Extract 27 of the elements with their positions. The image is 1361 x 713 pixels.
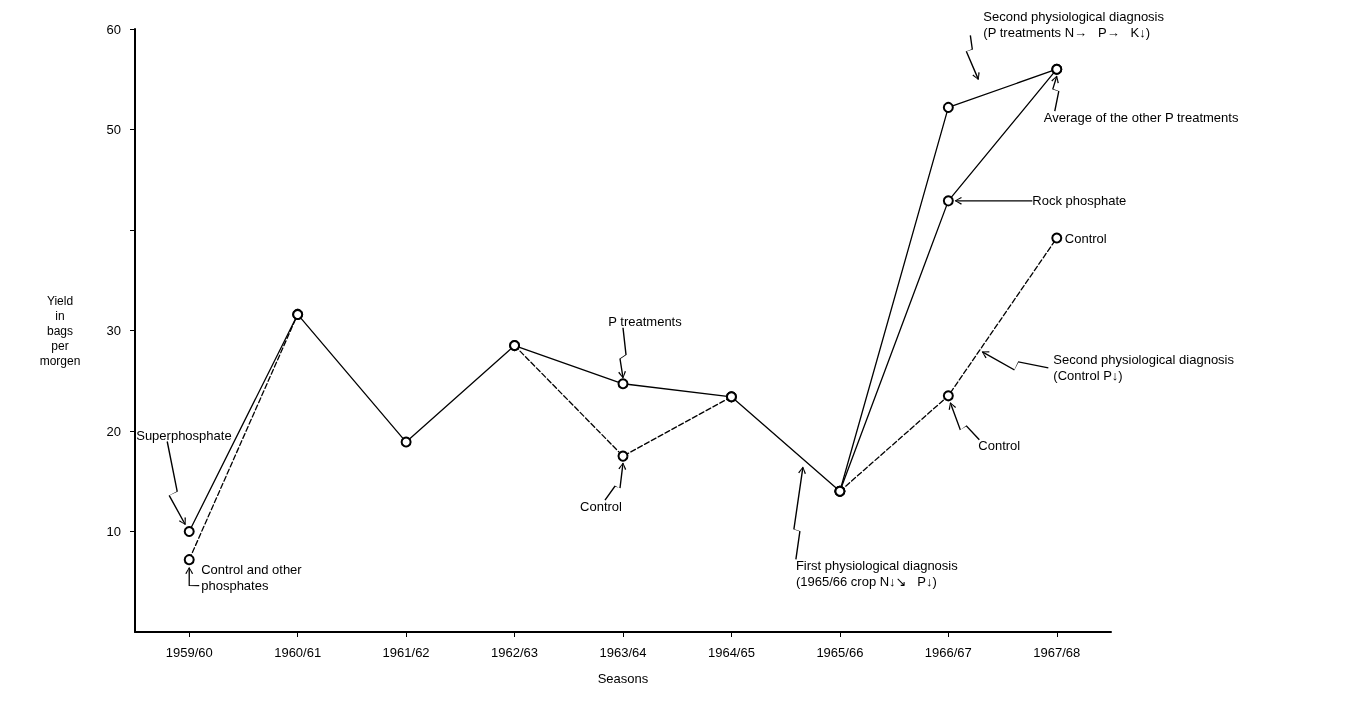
- x-tick-label: 1963/64: [599, 645, 647, 660]
- x-tick-label: 1960/61: [274, 645, 322, 660]
- x-tick-label: 1967/68: [1033, 645, 1081, 660]
- y-tick-label: 30: [106, 323, 121, 338]
- y-tick-label: 10: [106, 524, 121, 539]
- y-tick-label: 20: [106, 423, 121, 439]
- x-tick-label: 1964/65: [707, 645, 755, 660]
- annotation: Rock phosphate: [1032, 193, 1127, 209]
- y-axis-title: Yield in bags per morgen: [39, 293, 81, 368]
- annotation: Control: [1064, 230, 1107, 246]
- annotation: Control: [580, 498, 623, 514]
- x-tick-label: 1966/67: [924, 645, 972, 660]
- annotation: Control and other phosphates: [201, 562, 303, 594]
- annotation: P treatments: [608, 314, 683, 330]
- x-axis-title: Seasons: [597, 671, 649, 686]
- x-tick-label: 1962/63: [491, 645, 539, 660]
- x-tick-label: 1961/62: [382, 645, 430, 660]
- annotation: Superphosphate: [136, 428, 232, 443]
- x-tick-label: 1959/60: [165, 645, 213, 660]
- annotation: First physiological diagnosis (1965/66 crop N↓↘ P↓): [795, 557, 959, 589]
- annotation: Control: [978, 438, 1021, 454]
- annotation: Average of the other P treatments: [1043, 109, 1239, 125]
- y-tick-label: 60: [106, 21, 121, 37]
- y-tick-label: 50: [106, 122, 121, 137]
- x-tick-label: 1965/66: [816, 645, 864, 660]
- annotation: Second physiological diagnosis (Control P↓): [1053, 352, 1235, 384]
- annotation: Second physiological diagnosis (P treatments N→ P→ K↓): [983, 8, 1165, 40]
